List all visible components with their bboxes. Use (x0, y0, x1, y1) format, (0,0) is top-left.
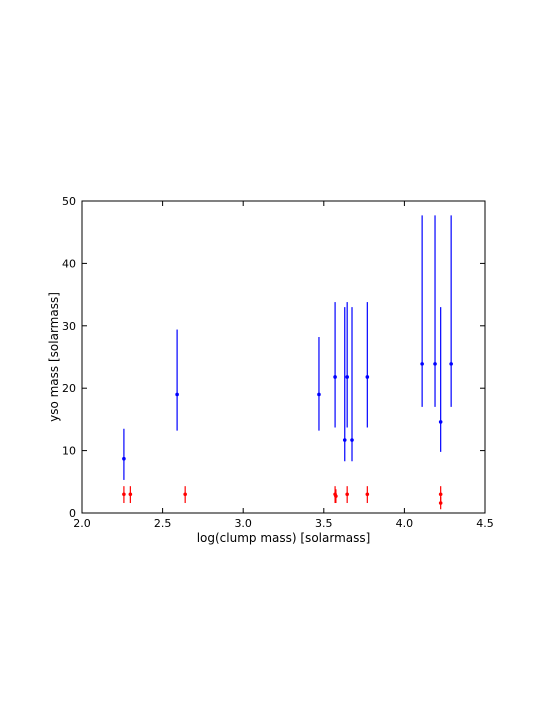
data-point (433, 362, 437, 366)
data-point (449, 362, 453, 366)
data-point (317, 392, 321, 397)
x-tick-label: 4.5 (476, 517, 494, 530)
data-point (342, 438, 347, 442)
data-point (122, 456, 126, 461)
y-tick-label: 10 (62, 445, 76, 458)
data-point (350, 438, 354, 442)
data-point (420, 362, 424, 366)
data-point (438, 501, 443, 505)
axis-ticks: 2.0 2.5 3.0 3.5 4.0 4.5 0 10 20 30 40 50 (62, 195, 494, 530)
data-point (345, 375, 349, 379)
y-tick-label: 40 (62, 257, 76, 270)
x-axis-label: log(clump mass) [solarmass] (197, 531, 371, 545)
x-tick-label: 3.5 (315, 517, 333, 530)
data-point (438, 420, 443, 424)
data-point (175, 392, 179, 397)
data-point (334, 494, 338, 498)
x-tick-label: 2.0 (73, 517, 91, 530)
x-tick-label: 2.5 (154, 517, 172, 530)
y-axis-label: yso mass [solarmass] (47, 292, 61, 422)
data-point (345, 492, 349, 497)
data-point (365, 375, 370, 379)
data-point (333, 375, 337, 379)
x-tick-label: 3.0 (234, 517, 252, 530)
plot-frame (81, 200, 486, 514)
data-point (122, 492, 126, 497)
data-point (128, 492, 133, 497)
data-point (438, 492, 443, 497)
y-tick-label: 20 (62, 382, 76, 395)
data-point (183, 492, 187, 497)
data-point (365, 492, 370, 497)
x-tick-label: 4.0 (396, 517, 414, 530)
y-tick-label: 30 (62, 320, 76, 333)
y-tick-label: 50 (62, 195, 76, 208)
plot-marks (122, 215, 453, 510)
y-tick-label: 0 (69, 507, 76, 520)
